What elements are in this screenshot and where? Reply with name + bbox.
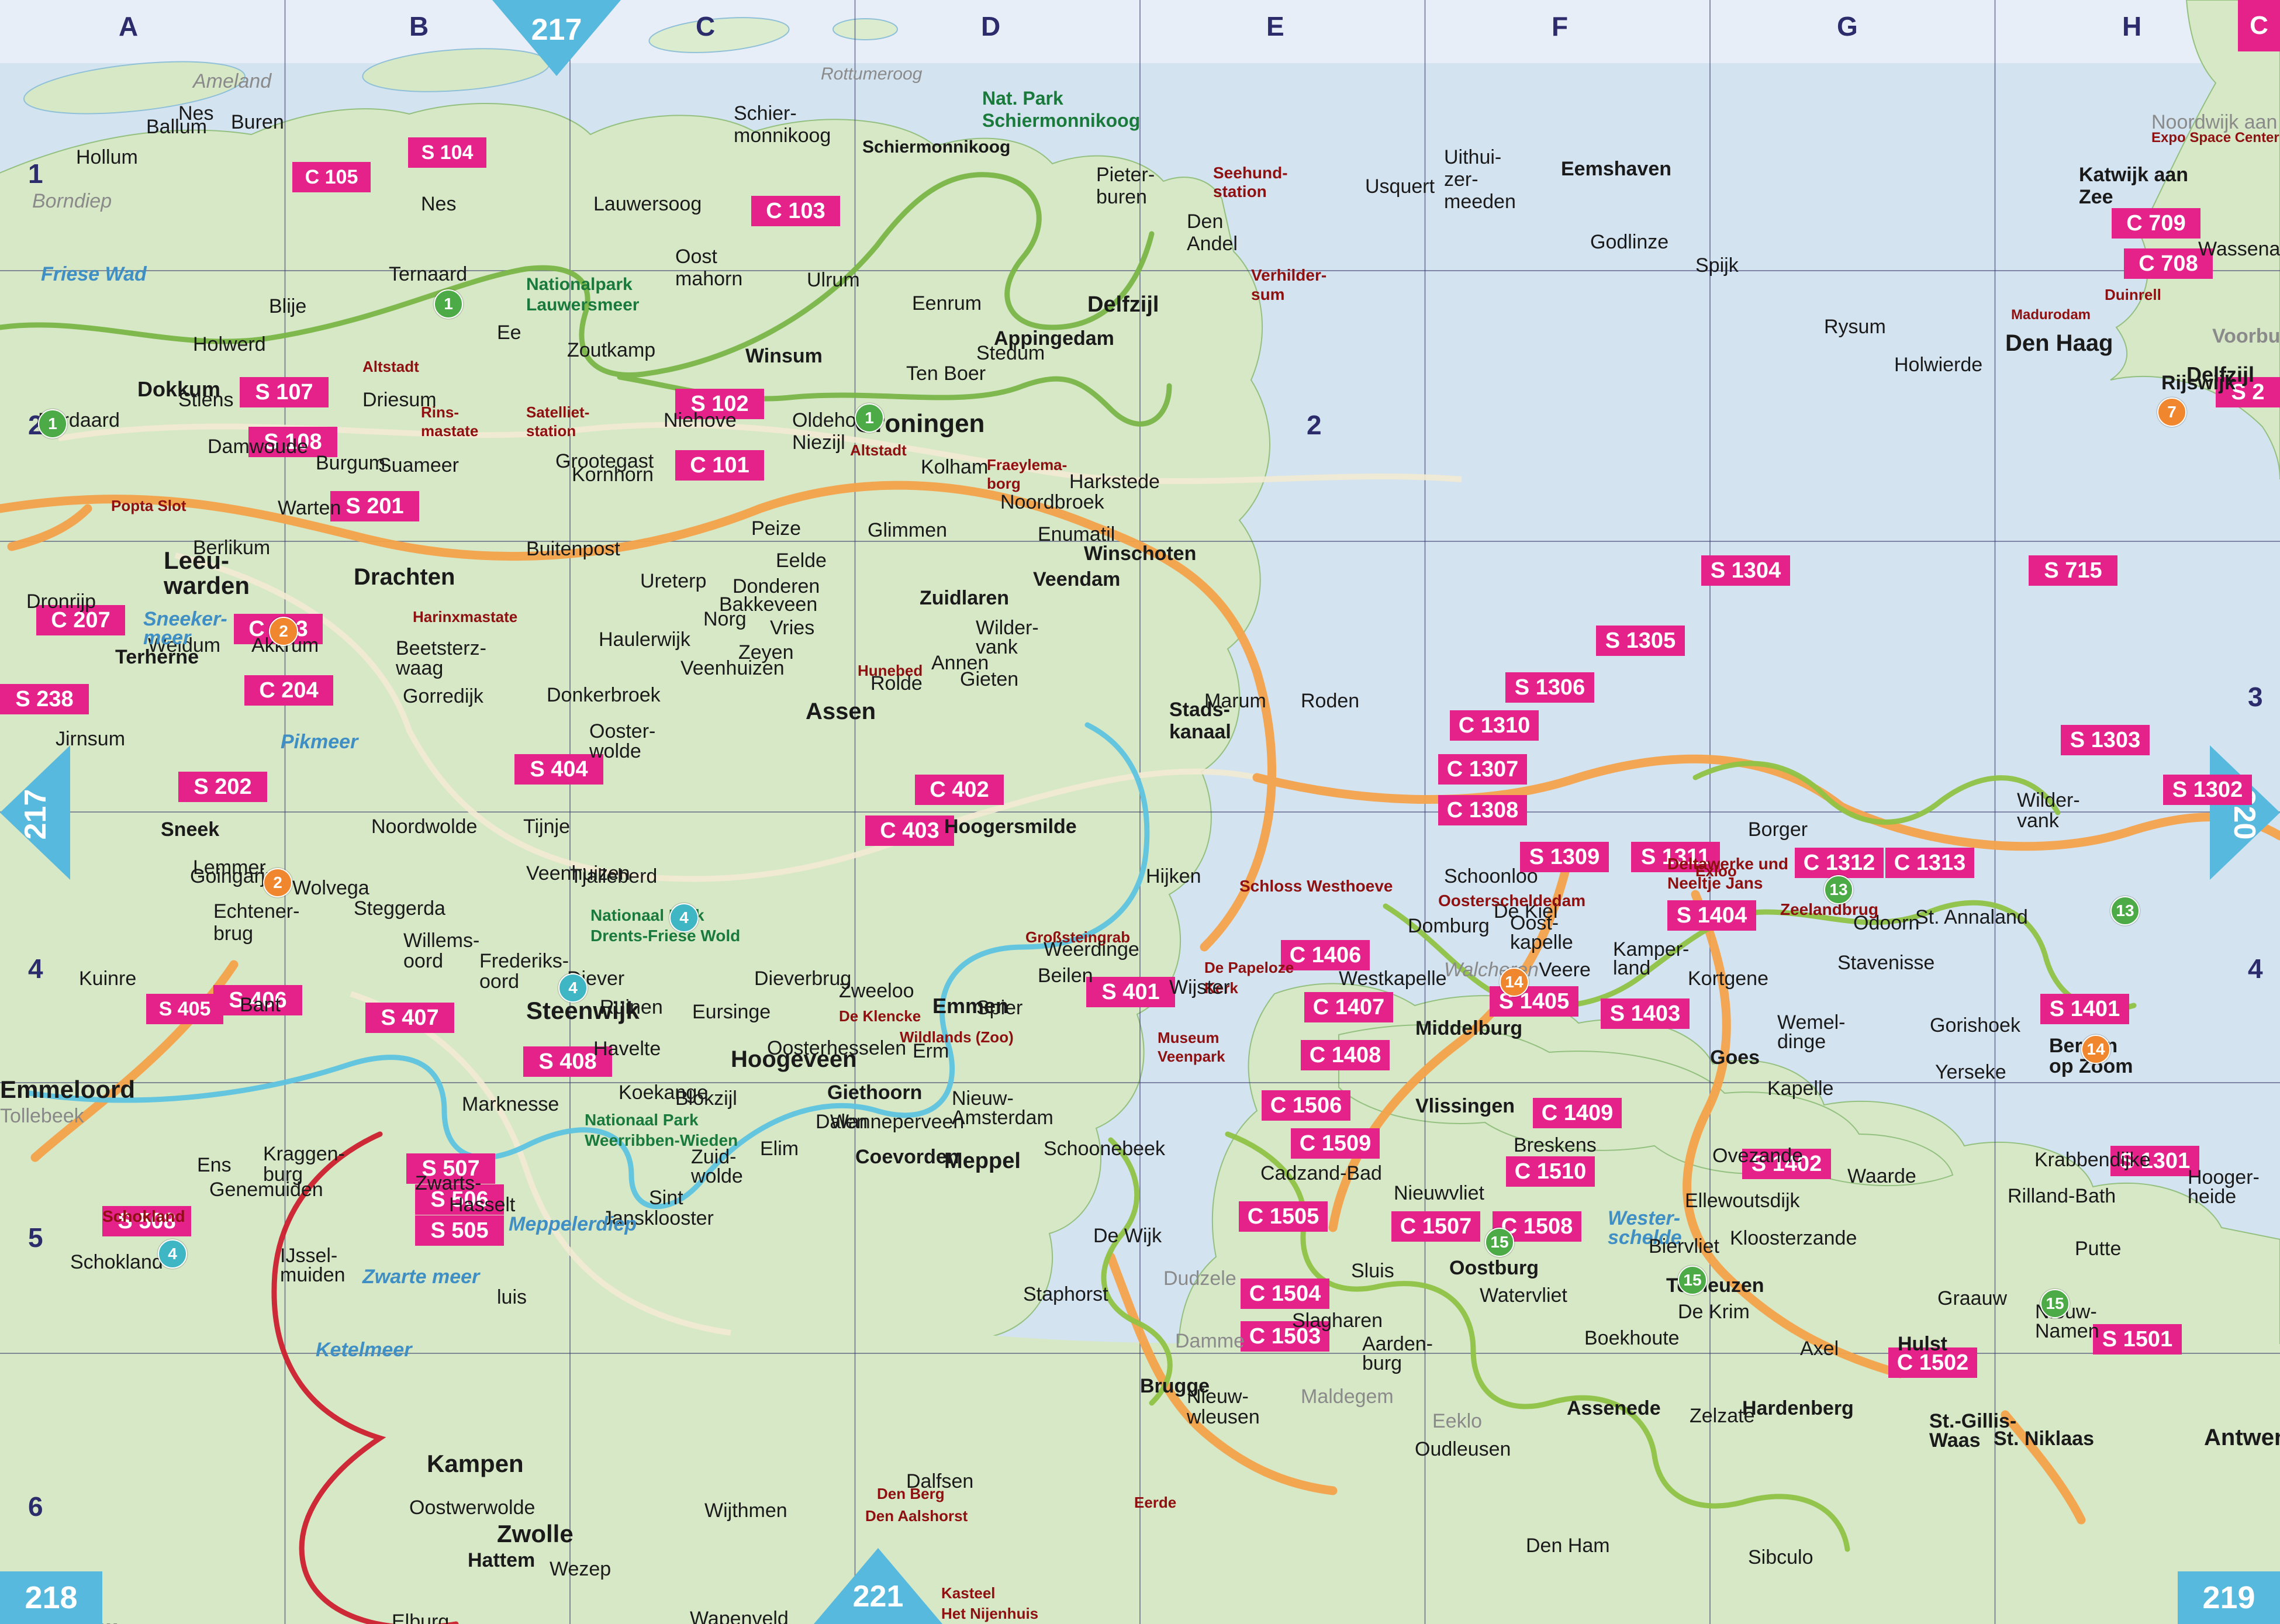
svg-text:217: 217 [531,13,582,47]
svg-text:217: 217 [19,789,53,840]
svg-text:221: 221 [853,1580,904,1613]
